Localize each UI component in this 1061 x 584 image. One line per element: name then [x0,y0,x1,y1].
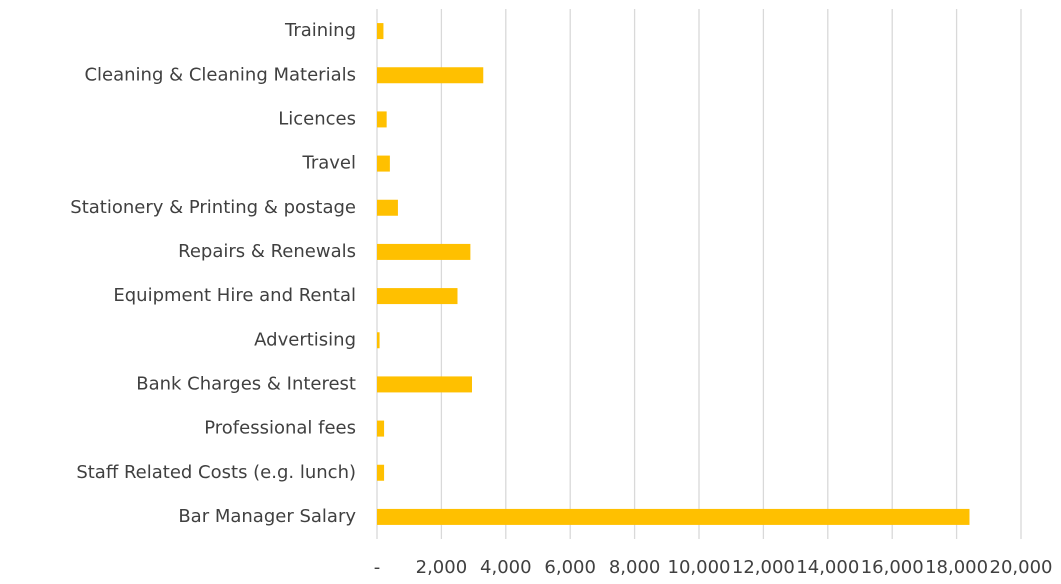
bar [377,508,970,525]
x-tick-label: 6,000 [544,557,596,578]
bar [377,23,384,40]
bar [377,67,484,84]
y-tick-label: Cleaning & Cleaning Materials [84,64,356,85]
bar [377,332,380,349]
y-tick-label: Staff Related Costs (e.g. lunch) [76,462,356,483]
x-tick-label: 10,000 [668,557,731,578]
x-tick-label: 20,000 [990,557,1053,578]
y-tick-label: Advertising [254,329,356,350]
x-tick-label: 4,000 [480,557,532,578]
y-tick-label: Bank Charges & Interest [136,373,356,394]
bar [377,111,387,128]
y-tick-label: Training [284,20,356,41]
bar [377,376,472,393]
bar [377,464,385,481]
bar [377,155,390,172]
x-tick-label: 16,000 [861,557,924,578]
y-tick-label: Equipment Hire and Rental [113,285,356,306]
x-tick-label: 18,000 [925,557,988,578]
y-tick-label: Bar Manager Salary [178,506,356,527]
y-tick-label: Stationery & Printing & postage [70,197,356,218]
x-tick-label: 2,000 [416,557,468,578]
y-tick-label: Licences [278,108,356,129]
x-tick-label: 8,000 [609,557,661,578]
bar [377,420,385,437]
x-tick-label: 12,000 [732,557,795,578]
y-tick-label: Professional fees [204,418,356,439]
x-tick-label: 14,000 [796,557,859,578]
x-tick-label: - [374,557,381,578]
y-tick-label: Repairs & Renewals [178,241,356,262]
bar [377,199,398,216]
bar [377,288,458,305]
y-tick-label: Travel [301,153,356,174]
bar [377,243,471,260]
